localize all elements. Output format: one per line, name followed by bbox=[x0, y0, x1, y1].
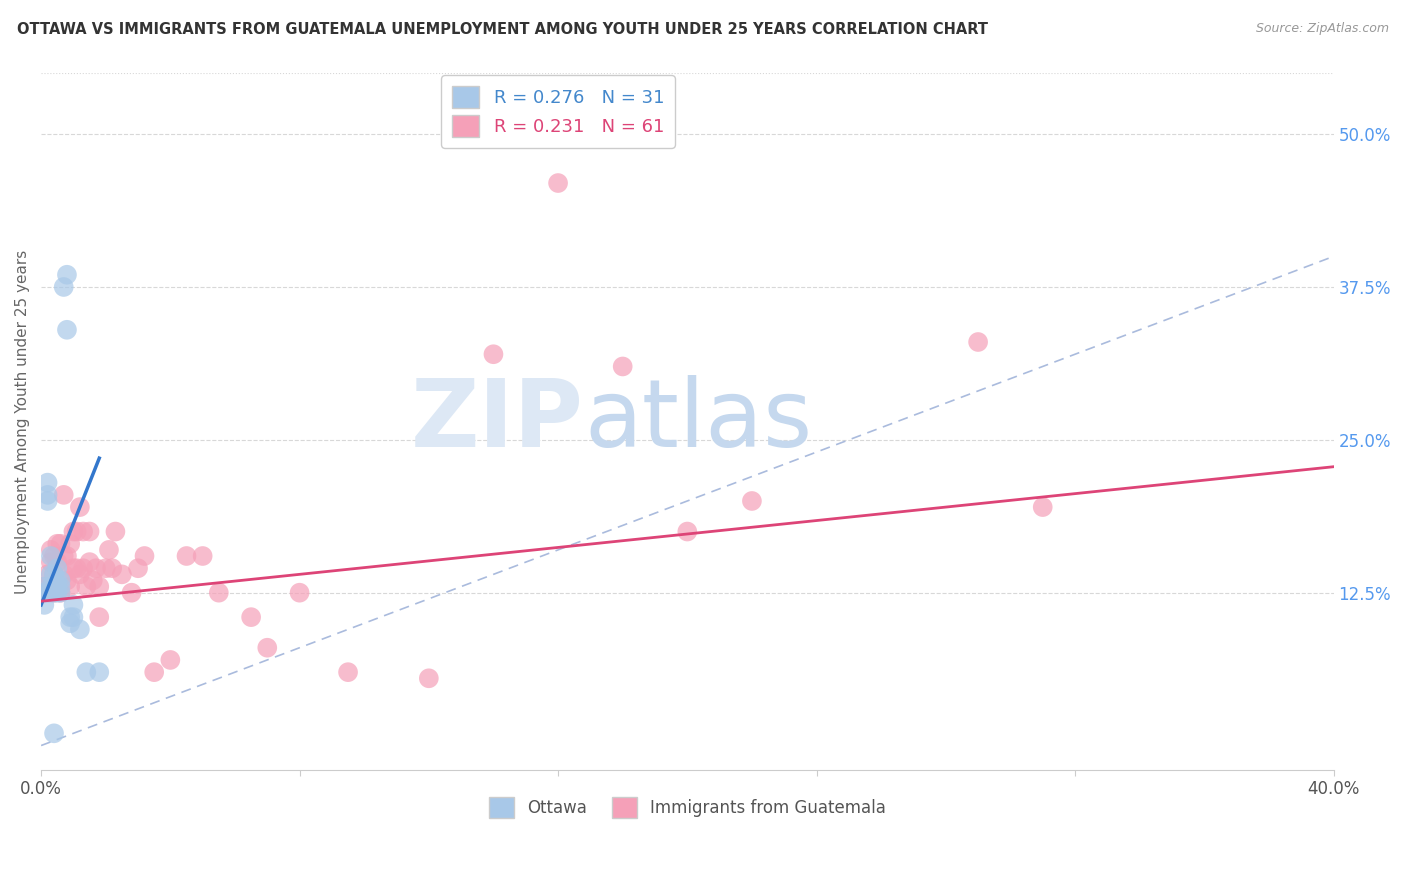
Point bbox=[741, 494, 763, 508]
Point bbox=[37, 488, 59, 502]
Point bbox=[42, 585, 65, 599]
Point bbox=[49, 574, 72, 588]
Point bbox=[42, 549, 65, 563]
Point bbox=[42, 567, 65, 582]
Point bbox=[49, 585, 72, 599]
Point bbox=[82, 574, 104, 588]
Point bbox=[49, 585, 72, 599]
Point bbox=[547, 176, 569, 190]
Point bbox=[75, 665, 97, 680]
Point bbox=[39, 567, 62, 582]
Point bbox=[97, 542, 120, 557]
Point bbox=[46, 585, 69, 599]
Point bbox=[39, 549, 62, 563]
Point bbox=[62, 598, 84, 612]
Point bbox=[84, 561, 107, 575]
Point bbox=[49, 580, 72, 594]
Point bbox=[240, 610, 263, 624]
Point bbox=[62, 610, 84, 624]
Point bbox=[62, 561, 84, 575]
Point bbox=[42, 726, 65, 740]
Point bbox=[62, 524, 84, 539]
Point bbox=[56, 574, 79, 588]
Point bbox=[56, 323, 79, 337]
Point bbox=[143, 665, 166, 680]
Point bbox=[66, 561, 89, 575]
Point bbox=[66, 524, 89, 539]
Point bbox=[37, 475, 59, 490]
Point bbox=[39, 555, 62, 569]
Text: atlas: atlas bbox=[583, 376, 813, 467]
Point bbox=[37, 567, 59, 582]
Point bbox=[42, 580, 65, 594]
Point bbox=[121, 585, 143, 599]
Y-axis label: Unemployment Among Youth under 25 years: Unemployment Among Youth under 25 years bbox=[15, 250, 30, 593]
Point bbox=[34, 580, 56, 594]
Point bbox=[159, 653, 181, 667]
Point bbox=[39, 585, 62, 599]
Point bbox=[59, 610, 82, 624]
Point bbox=[101, 561, 124, 575]
Point bbox=[56, 268, 79, 282]
Point bbox=[46, 580, 69, 594]
Point bbox=[72, 561, 94, 575]
Point bbox=[256, 640, 278, 655]
Point bbox=[52, 567, 75, 582]
Point bbox=[39, 580, 62, 594]
Point bbox=[39, 542, 62, 557]
Point bbox=[39, 580, 62, 594]
Point bbox=[79, 524, 101, 539]
Point bbox=[612, 359, 634, 374]
Point bbox=[46, 574, 69, 588]
Point bbox=[208, 585, 231, 599]
Point bbox=[52, 549, 75, 563]
Point bbox=[72, 524, 94, 539]
Point bbox=[75, 580, 97, 594]
Text: Source: ZipAtlas.com: Source: ZipAtlas.com bbox=[1256, 22, 1389, 36]
Point bbox=[42, 585, 65, 599]
Point bbox=[111, 567, 134, 582]
Point bbox=[69, 500, 91, 514]
Legend: Ottawa, Immigrants from Guatemala: Ottawa, Immigrants from Guatemala bbox=[482, 790, 893, 824]
Point bbox=[482, 347, 505, 361]
Point bbox=[34, 580, 56, 594]
Point bbox=[418, 671, 440, 685]
Point bbox=[69, 567, 91, 582]
Point bbox=[191, 549, 214, 563]
Point bbox=[46, 537, 69, 551]
Point bbox=[337, 665, 360, 680]
Point bbox=[89, 665, 111, 680]
Point bbox=[288, 585, 311, 599]
Point bbox=[176, 549, 198, 563]
Point bbox=[59, 537, 82, 551]
Point bbox=[94, 561, 117, 575]
Point bbox=[676, 524, 699, 539]
Point bbox=[52, 488, 75, 502]
Point bbox=[134, 549, 156, 563]
Point bbox=[89, 610, 111, 624]
Point bbox=[59, 580, 82, 594]
Point bbox=[967, 334, 990, 349]
Text: ZIP: ZIP bbox=[411, 376, 583, 467]
Point bbox=[42, 567, 65, 582]
Point bbox=[34, 585, 56, 599]
Point bbox=[46, 580, 69, 594]
Point bbox=[49, 537, 72, 551]
Point bbox=[37, 585, 59, 599]
Point bbox=[59, 616, 82, 631]
Point bbox=[52, 280, 75, 294]
Point bbox=[104, 524, 127, 539]
Point bbox=[46, 561, 69, 575]
Point bbox=[69, 623, 91, 637]
Point bbox=[127, 561, 149, 575]
Point bbox=[1032, 500, 1054, 514]
Point bbox=[79, 555, 101, 569]
Point bbox=[37, 494, 59, 508]
Point bbox=[56, 549, 79, 563]
Point bbox=[46, 555, 69, 569]
Text: OTTAWA VS IMMIGRANTS FROM GUATEMALA UNEMPLOYMENT AMONG YOUTH UNDER 25 YEARS CORR: OTTAWA VS IMMIGRANTS FROM GUATEMALA UNEM… bbox=[17, 22, 988, 37]
Point bbox=[34, 598, 56, 612]
Point bbox=[89, 580, 111, 594]
